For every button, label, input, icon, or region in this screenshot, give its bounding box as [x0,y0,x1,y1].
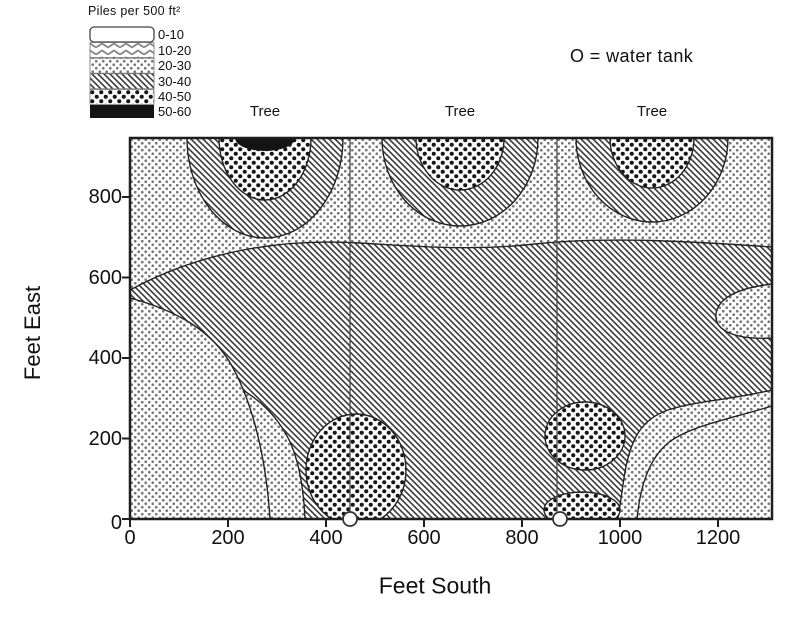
region-tree2-core-40-50 [415,138,505,191]
legend-swatch-30-40 [89,73,155,90]
region-tank1-blob-40-50 [305,413,407,519]
legend-label-30-40: 30-40 [158,73,192,89]
x-tick-1200: 1200 [695,527,741,549]
y-axis-title: Feet East [20,285,45,381]
legend-label-40-50: 40-50 [158,89,192,105]
legend-swatch-50-60 [90,105,154,118]
legend-swatch-40-50 [89,89,155,105]
legend-swatch-10-20 [89,42,155,58]
tree-label-3: Tree [636,103,668,120]
region-tank2-blob-40-50 [544,401,626,471]
legend-swatch-0-10 [89,26,155,43]
region-tree1-cap-50-60 [235,138,295,151]
water-tank-marker-2 [552,511,568,527]
x-axis-title: Feet South [378,572,492,599]
plot-border [128,136,774,521]
legend-label-20-30: 20-30 [158,58,192,74]
x-tick-600: 600 [407,527,441,549]
x-tick-marks [129,519,719,527]
legend-label-0-10: 0-10 [158,27,185,42]
y-tick-marks [122,196,130,520]
y-tick-200: 200 [88,427,122,450]
x-tick-200: 200 [211,527,245,549]
water-tank-annotation: O = water tank [570,46,694,66]
y-tick-0: 0 [110,512,122,534]
x-tick-0: 0 [124,527,136,549]
legend-swatches [89,26,155,118]
region-pocket-southwest-20-30 [130,297,271,519]
legend-label-10-20: 10-20 [158,42,192,58]
legend-title: Piles per 500 ft² [88,4,181,18]
y-tick-400: 400 [88,347,122,369]
region-tree1-core-40-50 [218,138,312,201]
tree-label-1: Tree [249,103,281,120]
y-tick-800: 800 [88,186,122,208]
region-tree3-core-40-50 [609,138,695,189]
region-pocket-east-20-30 [715,283,772,339]
water-tank-marker-1 [342,511,358,527]
x-tick-1000: 1000 [597,527,643,549]
x-tick-400: 400 [309,527,343,549]
legend-swatch-20-30 [89,57,155,74]
plot-area [130,138,772,519]
x-tick-800: 800 [505,527,539,549]
legend-label-50-60: 50-60 [158,104,192,120]
tree-label-2: Tree [444,103,476,120]
region-pocket-southeast-20-30 [636,405,772,519]
y-tick-600: 600 [88,266,122,289]
